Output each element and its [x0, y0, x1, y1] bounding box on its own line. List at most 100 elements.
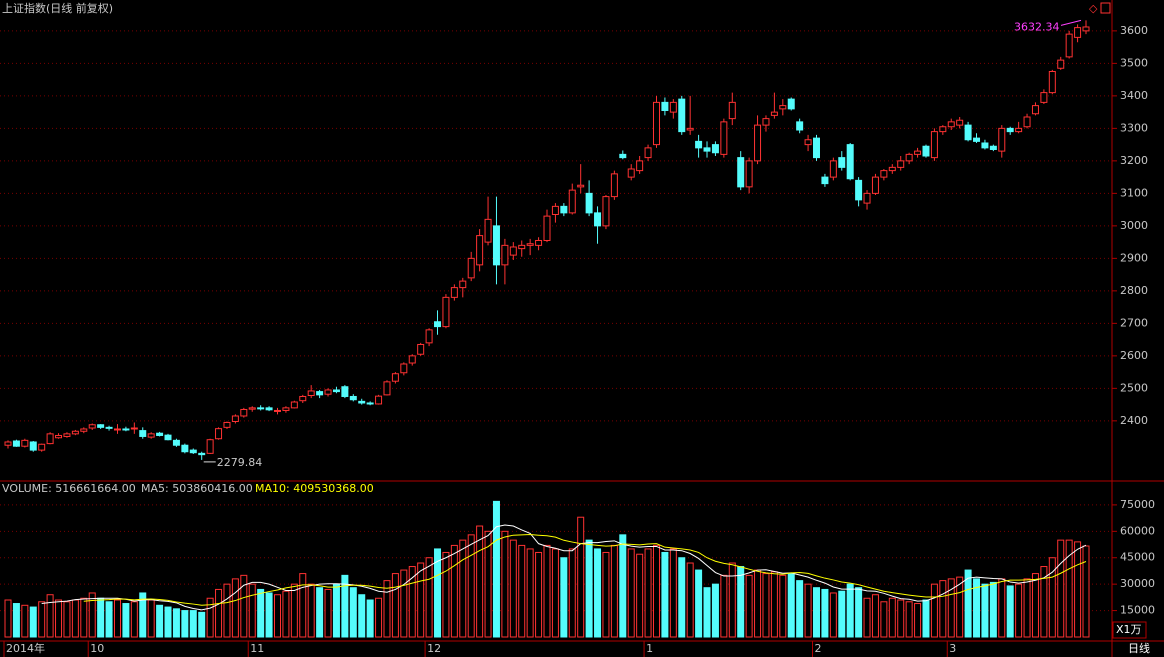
- volume-bar: [880, 601, 888, 638]
- volume-bar: [669, 548, 677, 638]
- volume-bar: [846, 583, 854, 638]
- y-tick-label: 2900: [1120, 251, 1148, 264]
- volume-bar: [391, 573, 399, 638]
- y-tick-label: 2600: [1120, 349, 1148, 362]
- volume-bar: [956, 576, 964, 638]
- candle-body: [341, 386, 349, 397]
- candle-body: [526, 243, 534, 246]
- x-tick-label: 11: [250, 642, 264, 655]
- volume-bar: [240, 574, 248, 638]
- candle-body: [1048, 70, 1056, 94]
- candle-body: [627, 168, 635, 178]
- volume-bar: [838, 590, 846, 638]
- candle-body: [686, 127, 694, 131]
- candle-body: [888, 166, 896, 172]
- candle-body: [703, 147, 711, 152]
- volume-bar: [492, 500, 500, 638]
- volume-bar: [947, 578, 955, 638]
- candle-body: [981, 142, 989, 149]
- candle-body: [391, 373, 399, 382]
- candle-body: [484, 218, 492, 243]
- candle-body: [299, 395, 307, 402]
- candle-body: [754, 124, 762, 162]
- unit-box: [1112, 621, 1147, 639]
- candle-body: [619, 153, 627, 159]
- volume-bar: [1023, 578, 1031, 638]
- volume-bar: [417, 562, 425, 638]
- y-tick-label: 3100: [1120, 186, 1148, 199]
- candle-body: [425, 329, 433, 344]
- candle-body: [838, 157, 846, 168]
- volume-bar: [1040, 566, 1048, 638]
- volume-bar: [164, 606, 172, 638]
- candle-body: [1074, 27, 1082, 38]
- candle-body: [568, 189, 576, 214]
- candle-body: [796, 121, 804, 131]
- y-tick-label: 3000: [1120, 219, 1148, 232]
- volume-bar: [38, 601, 46, 638]
- volume-bar: [1048, 557, 1056, 638]
- candle-body: [762, 118, 770, 126]
- volume-bar: [711, 583, 719, 638]
- volume-bar: [147, 599, 155, 638]
- y-tick-label: 3400: [1120, 89, 1148, 102]
- ma-line: [41, 524, 1087, 611]
- candle-body: [400, 363, 408, 374]
- candle-body: [130, 427, 138, 430]
- volume-bar: [770, 571, 778, 638]
- volume-bar: [1006, 585, 1014, 638]
- volume-bar: [577, 516, 585, 638]
- y-tick-label: 3200: [1120, 154, 1148, 167]
- volume-bar: [652, 544, 660, 638]
- candle-body: [181, 444, 189, 453]
- volume-bar: [661, 551, 669, 638]
- candle-body: [105, 426, 113, 429]
- volume-bar: [787, 573, 795, 638]
- volume-bar: [122, 603, 130, 638]
- volume-label: VOLUME: 516661664.00: [2, 482, 136, 495]
- y-tick-label: 30000: [1120, 577, 1155, 590]
- candle-body: [1082, 26, 1090, 32]
- candle-body: [930, 131, 938, 159]
- volume-bar: [871, 594, 879, 638]
- volume-bar: [594, 548, 602, 638]
- volume-bar: [349, 587, 357, 638]
- volume-bar: [897, 599, 905, 638]
- volume-bar: [282, 590, 290, 638]
- y-tick-label: 3300: [1120, 121, 1148, 134]
- candle-body: [779, 105, 787, 110]
- volume-bar: [290, 583, 298, 638]
- icon: [1100, 2, 1111, 14]
- volume-bar: [223, 583, 231, 638]
- volume-bar: [973, 578, 981, 638]
- candle-body: [1015, 127, 1023, 133]
- icon: ◇: [1089, 2, 1098, 15]
- volume-bar: [88, 592, 96, 638]
- y-tick-label: 2400: [1120, 414, 1148, 427]
- candle-body: [501, 244, 509, 266]
- candle-body: [29, 441, 37, 451]
- candle-body: [863, 192, 871, 204]
- volume-bar: [813, 587, 820, 638]
- candle-body: [282, 407, 290, 411]
- volume-bar: [459, 539, 467, 638]
- candle-body: [577, 184, 585, 188]
- volume-bar: [63, 601, 71, 638]
- volume-bar: [215, 588, 223, 638]
- volume-bar: [585, 539, 593, 638]
- volume-bar: [97, 597, 105, 638]
- y-tick-label: 60000: [1120, 524, 1155, 537]
- candle-body: [610, 173, 618, 198]
- x-tick-label: 2: [815, 642, 822, 655]
- candle-body: [1057, 59, 1065, 69]
- volume-bar: [855, 587, 863, 638]
- ma10-label: MA10: 409530368.00: [255, 482, 374, 495]
- high-label: 3632.34: [1014, 20, 1060, 33]
- candle-body: [905, 153, 913, 162]
- volume-bar: [113, 599, 121, 638]
- candle-body: [1065, 33, 1073, 58]
- volume-bar: [450, 544, 458, 638]
- candle-body: [695, 140, 703, 149]
- volume-bar: [1031, 573, 1039, 638]
- volume-bar: [922, 599, 930, 638]
